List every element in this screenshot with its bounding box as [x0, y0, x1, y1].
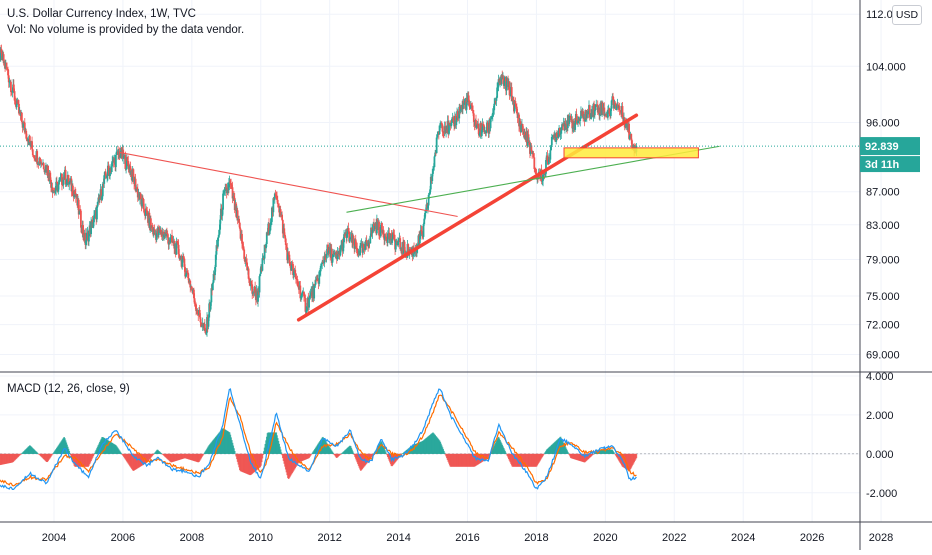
volume-note: Vol: No volume is provided by the data v…	[7, 24, 244, 36]
macd-histogram-bar	[52, 454, 54, 455]
candle-body	[455, 120, 457, 125]
price-axis-tick-label: 69.000	[866, 350, 900, 362]
macd-histogram-bar	[505, 453, 507, 454]
candle-body	[10, 82, 12, 92]
macd-label: MACD (12, 26, close, 9)	[7, 383, 130, 395]
price-axis-tick-label: 104.000	[866, 61, 906, 73]
time-axis-tick-label: 2006	[111, 532, 135, 544]
candle-body	[294, 270, 296, 274]
time-axis-tick-label: 2018	[524, 532, 548, 544]
candle-body	[281, 215, 283, 220]
time-axis-tick-label: 2008	[180, 532, 204, 544]
macd-histogram-bar	[69, 453, 71, 454]
time-axis-tick-label: 2016	[455, 532, 479, 544]
price-axis-tick-label: 79.000	[866, 254, 900, 266]
candle-body	[32, 149, 34, 155]
macd-axis-tick-label: 4.000	[866, 371, 894, 383]
candle-body	[391, 239, 393, 243]
macd-histogram-bar	[262, 454, 264, 455]
candle-body	[550, 145, 552, 150]
time-axis-tick-label: 2014	[386, 532, 410, 544]
price-axis-tick-label: 87.000	[866, 187, 900, 199]
candle-body	[259, 274, 261, 276]
time-axis-tick-label: 2020	[593, 532, 617, 544]
macd-histogram-bar	[543, 454, 545, 455]
chart-title: U.S. Dollar Currency Index, 1W, TVC	[7, 8, 196, 20]
candle-body	[43, 163, 45, 169]
macd-histogram-bar	[353, 453, 355, 454]
macd-histogram-bar	[568, 453, 570, 454]
candle-body	[313, 284, 315, 298]
time-axis-tick-label: 2012	[317, 532, 341, 544]
price-axis-tick-label: 75.000	[866, 291, 900, 303]
macd-histogram-bar	[281, 452, 283, 453]
support-zone-rectangle[interactable]	[564, 148, 698, 158]
macd-axis-tick-label: 2.000	[866, 410, 894, 422]
time-axis-tick-label: 2024	[731, 532, 755, 544]
candle-body	[433, 167, 435, 170]
macd-histogram-bar	[386, 453, 388, 454]
candle-body	[434, 156, 436, 167]
candle-body	[432, 171, 434, 174]
price-axis-tick-label: 96.000	[866, 118, 900, 130]
price-axis-tick-label: 72.000	[866, 320, 900, 332]
candle-body	[359, 246, 361, 255]
macd-histogram-bar	[636, 454, 638, 458]
time-axis-tick-label: 2004	[42, 532, 66, 544]
time-axis-tick-label: 2010	[249, 532, 273, 544]
macd-histogram-bar	[614, 453, 616, 454]
macd-histogram-bar	[153, 454, 155, 455]
time-axis-tick-label: 2026	[800, 532, 824, 544]
candle-body	[96, 207, 98, 220]
candle-body	[369, 236, 371, 243]
candle-body	[619, 106, 621, 110]
candle-body	[212, 283, 214, 290]
candle-body	[308, 298, 310, 308]
time-axis-tick-label: 2022	[662, 532, 686, 544]
candle-body	[115, 155, 117, 167]
candle-body	[31, 141, 33, 149]
last-price-value: 92.839	[865, 141, 899, 153]
macd-axis-tick-label: -2.000	[866, 488, 897, 500]
candle-body	[514, 101, 516, 104]
candle-body	[574, 123, 576, 130]
macd-axis-tick-label: 0.000	[866, 449, 894, 461]
candle-body	[222, 194, 224, 210]
time-axis-tick-label: 2028	[869, 532, 893, 544]
macd-histogram-bar	[20, 454, 22, 455]
price-axis-tick-label: 83.000	[866, 220, 900, 232]
candle-body	[80, 211, 82, 228]
macd-histogram-bar	[332, 453, 334, 454]
countdown-value: 3d 11h	[865, 159, 900, 171]
candle-body	[436, 138, 438, 154]
candle-body	[259, 276, 261, 292]
macd-histogram-bar	[120, 453, 122, 454]
macd-histogram-bar	[37, 453, 39, 454]
candle-body	[21, 113, 23, 122]
candle-body	[549, 150, 551, 159]
macd-histogram-bar	[93, 454, 95, 455]
macd-histogram-bar	[444, 453, 446, 454]
macd-histogram-bar	[234, 451, 236, 454]
macd-histogram-bar	[340, 454, 342, 455]
currency-button[interactable]: USD	[892, 5, 922, 25]
